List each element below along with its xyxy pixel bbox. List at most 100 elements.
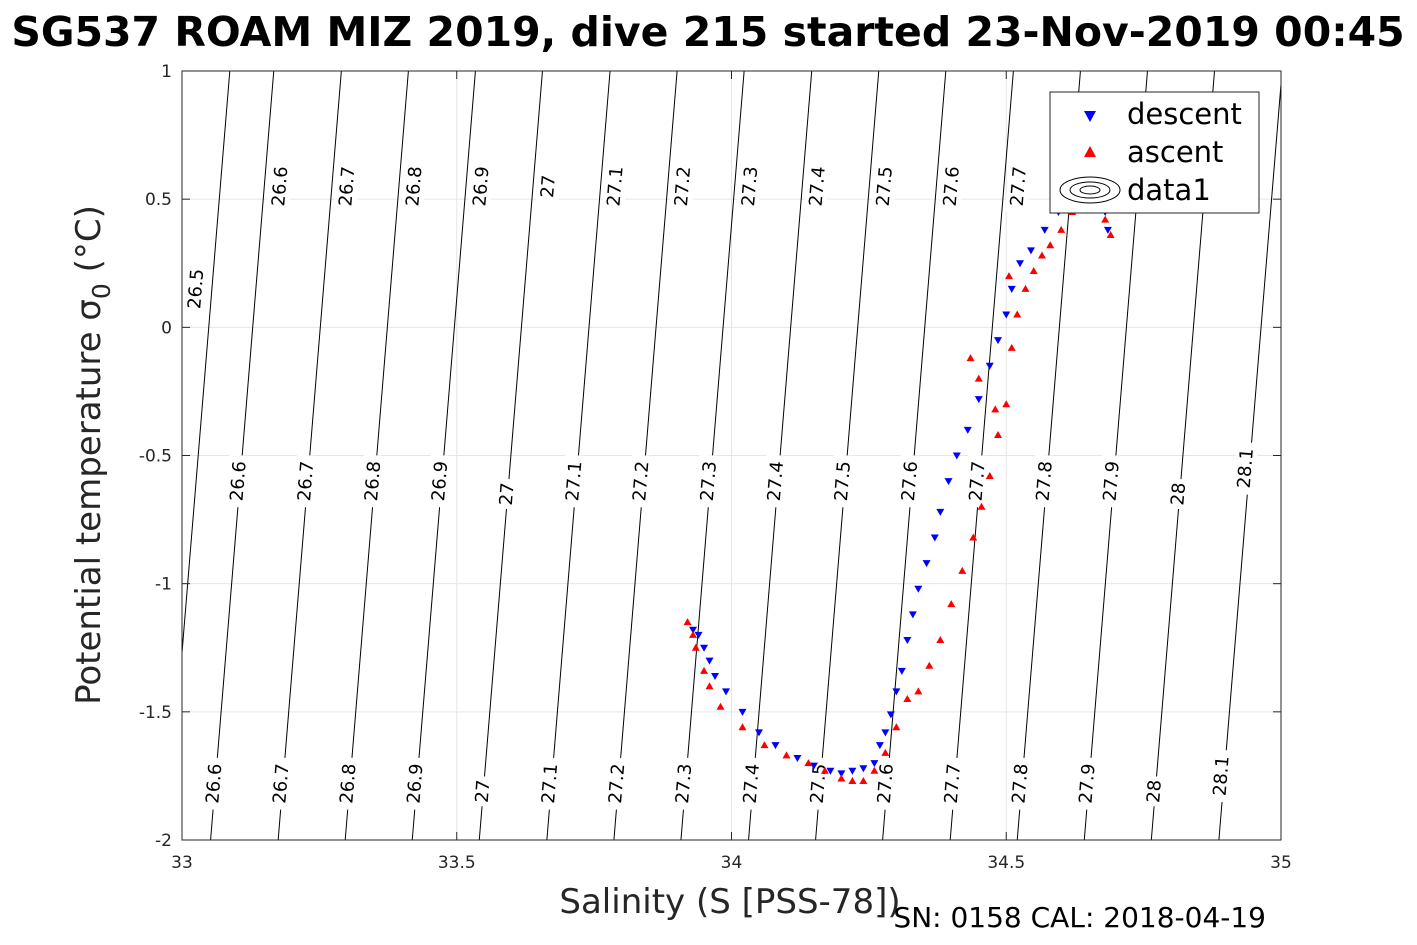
contour-label: 26.7 xyxy=(267,756,295,811)
contour-label: 27 xyxy=(470,775,495,808)
contour-label-text: 27 xyxy=(496,482,519,507)
contour-label: 26.7 xyxy=(292,454,319,508)
descent-point xyxy=(944,478,953,486)
contour-label-text: 27.4 xyxy=(740,763,764,805)
ascent-point xyxy=(1004,272,1013,280)
footer-serial-calibration: SN: 0158 CAL: 2018-04-19 xyxy=(893,901,1266,934)
ascent-point xyxy=(925,661,934,669)
contour-label-text: 26.9 xyxy=(428,460,452,502)
contour-label-text: 26.6 xyxy=(202,763,226,805)
legend-ascent-marker xyxy=(1084,146,1096,157)
descent-point xyxy=(1007,285,1016,293)
ascent-point xyxy=(1007,343,1016,351)
ascent-point xyxy=(837,774,846,782)
ascent-point xyxy=(991,405,1000,413)
contour-label-text: 26.8 xyxy=(402,166,426,208)
descent-point xyxy=(722,688,731,696)
contour-line xyxy=(478,71,543,840)
contour-label: 27.2 xyxy=(627,454,654,508)
ascent-point xyxy=(870,766,879,774)
contour-label: 27.6 xyxy=(938,159,965,214)
y-tick-label: -1.5 xyxy=(139,703,172,723)
contour-27.3: 27.3 27.3 27.3 xyxy=(670,71,763,840)
descent-point xyxy=(1040,226,1049,234)
contour-label-text: 26.8 xyxy=(336,763,360,805)
contour-label-text: 26.9 xyxy=(403,763,427,805)
ascent-point xyxy=(689,630,698,638)
descent-point xyxy=(1002,311,1011,319)
descent-point xyxy=(930,534,939,542)
y-tick-label: 0.5 xyxy=(145,190,172,210)
ascent-point xyxy=(903,695,912,703)
contour-label-text: 27.6 xyxy=(898,460,922,502)
descent-point xyxy=(694,631,703,639)
contour-label-text: 26.6 xyxy=(226,460,250,502)
contour-label-text: 27.6 xyxy=(874,763,898,805)
contour-label: 27.4 xyxy=(738,756,765,811)
contour-label: 26.5 xyxy=(182,262,209,316)
contour-label: 26.9 xyxy=(401,756,429,811)
contour-label: 26.6 xyxy=(266,159,293,214)
descent-point xyxy=(1103,226,1112,234)
ascent-point xyxy=(1013,310,1022,318)
descent-point xyxy=(875,742,884,750)
contour-label-text: 26.7 xyxy=(294,460,318,502)
contour-label-text: 27.1 xyxy=(562,460,586,502)
descent-point xyxy=(1026,247,1035,255)
contour-label-text: 28.1 xyxy=(1209,755,1233,797)
contour-label: 28 xyxy=(1141,775,1167,808)
contour-label: 27.7 xyxy=(964,454,991,508)
y-tick-label: -0.5 xyxy=(139,447,172,467)
contour-label: 27 xyxy=(494,478,519,510)
contour-label-text: 27.7 xyxy=(1007,166,1031,208)
contour-label: 27.1 xyxy=(601,159,629,214)
contour-label-text: 26.6 xyxy=(268,166,292,208)
descent-point xyxy=(793,754,802,762)
contour-label-text: 27.1 xyxy=(603,166,627,208)
ascent-point xyxy=(1106,231,1115,239)
ascent-point xyxy=(804,759,813,767)
contour-label: 27 xyxy=(535,170,561,203)
descent-point xyxy=(985,362,994,370)
ascent-point xyxy=(848,777,857,785)
contour-label: 27.3 xyxy=(695,454,722,508)
contour-label-text: 27.1 xyxy=(538,763,562,805)
contour-label: 27.8 xyxy=(1006,756,1034,811)
contour-label: 27.4 xyxy=(762,454,789,508)
y-axis-label-sigma: σ xyxy=(69,299,109,321)
ascent-point xyxy=(691,643,700,651)
y-axis-label-main: Potential temperature xyxy=(69,321,109,705)
descent-point xyxy=(922,560,931,568)
descent-point xyxy=(908,611,917,619)
contour-label-text: 27.2 xyxy=(629,460,653,502)
contour-label-text: 27.4 xyxy=(806,166,830,208)
ascent-point xyxy=(994,430,1003,438)
contour-label-text: 26.7 xyxy=(335,166,359,208)
ascent-point xyxy=(760,741,769,749)
contour-label: 26.8 xyxy=(400,159,427,214)
descent-point xyxy=(689,626,698,634)
contour-label-text: 27.5 xyxy=(873,166,897,208)
contour-label: 27.2 xyxy=(603,756,630,811)
contour-label-text: 27.9 xyxy=(1100,460,1124,502)
contour-label-text: 27.9 xyxy=(1075,763,1099,805)
descent-point xyxy=(771,742,780,750)
descent-point xyxy=(886,711,895,719)
contour-label-text: 26.8 xyxy=(361,460,385,502)
contour-label: 27.4 xyxy=(804,159,831,214)
y-tick-label: -1 xyxy=(155,575,172,595)
ascent-point xyxy=(1037,251,1046,259)
contour-label: 27.2 xyxy=(669,159,696,214)
descent-point xyxy=(826,767,835,775)
descent-point xyxy=(903,637,912,645)
contour-label-text: 26.7 xyxy=(269,763,293,805)
descent-point xyxy=(914,585,923,593)
contour-label: 27.3 xyxy=(670,756,697,811)
contour-label-text: 27.5 xyxy=(831,460,855,502)
descent-point xyxy=(837,770,846,778)
contour-label-text: 26.9 xyxy=(469,166,493,208)
contour-label-text: 27.3 xyxy=(697,460,721,502)
contour-label-text: 27.7 xyxy=(941,763,965,805)
ascent-point xyxy=(881,748,890,756)
descent-point xyxy=(963,426,972,434)
